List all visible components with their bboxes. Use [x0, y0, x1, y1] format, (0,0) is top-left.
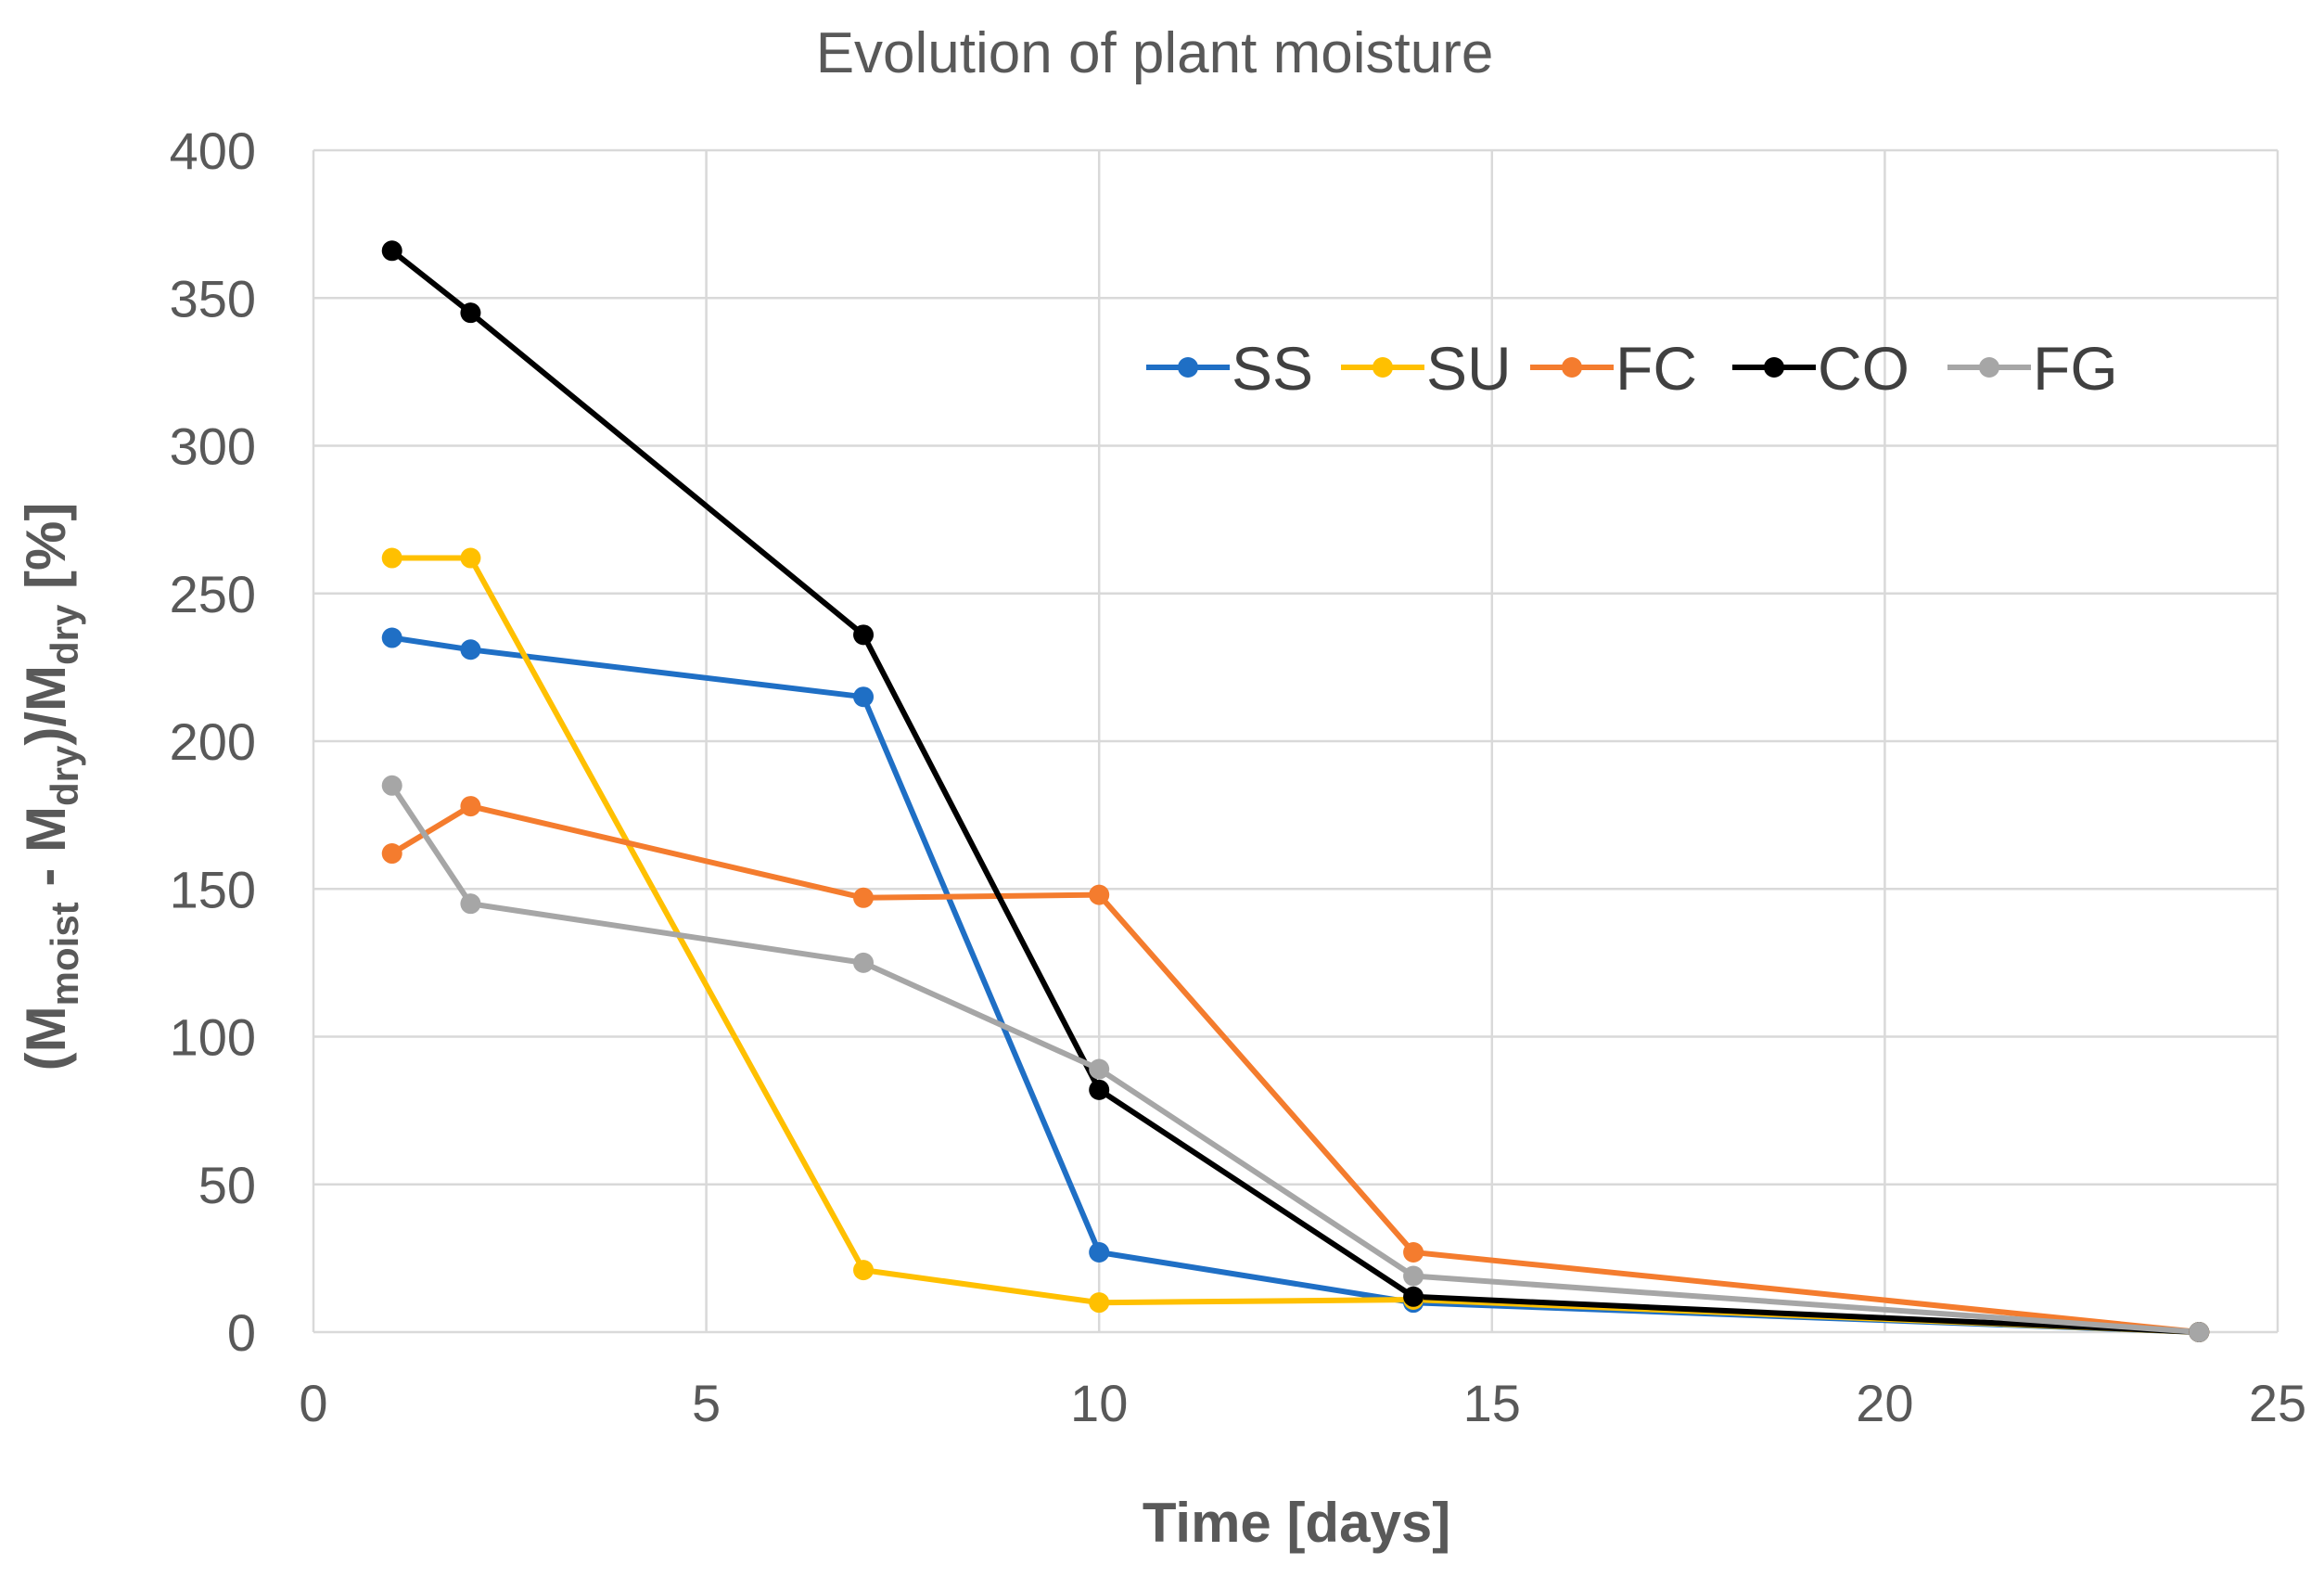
- data-point-co: [853, 624, 875, 646]
- legend: SS SU FC CO FG: [1146, 334, 2118, 403]
- y-axis-title: (Mmoist - Mdry)/Mdry [%]: [15, 503, 86, 1071]
- data-point-fc: [1403, 1242, 1424, 1263]
- y-axis-title-part: - M: [15, 806, 77, 902]
- y-tick-label: 350: [170, 269, 256, 327]
- y-axis-title-part: [%]: [15, 503, 77, 605]
- x-tick-labels: 0 5 10 15 20 25: [299, 1374, 2306, 1432]
- legend-label-ss: SS: [1232, 334, 1313, 403]
- chart-title: Evolution of plant moisture: [816, 21, 1494, 85]
- data-point-co: [381, 240, 402, 262]
- legend-marker-ss: [1178, 357, 1198, 378]
- x-tick-label: 0: [299, 1374, 327, 1432]
- data-point-ss: [853, 686, 875, 708]
- data-point-fg: [1403, 1265, 1424, 1287]
- grid-layer: [312, 148, 2279, 1334]
- y-tick-label: 250: [170, 565, 256, 623]
- y-axis-title-part: (M: [15, 1006, 77, 1071]
- legend-marker-fg: [1979, 357, 1999, 378]
- legend-marker-su: [1373, 357, 1393, 378]
- data-point-fc: [853, 887, 875, 908]
- y-axis-title-subscript: dry: [43, 745, 86, 806]
- y-tick-label: 100: [170, 1008, 256, 1067]
- x-tick-label: 25: [2249, 1374, 2306, 1432]
- x-tick-label: 15: [1463, 1374, 1521, 1432]
- series-line-co: [389, 248, 2203, 1335]
- data-point-su: [460, 547, 481, 569]
- y-tick-label: 400: [170, 122, 256, 180]
- data-point-su: [381, 547, 402, 569]
- data-point-fg: [853, 952, 875, 973]
- data-point-su: [1089, 1292, 1110, 1314]
- series-line-fg: [389, 782, 2203, 1335]
- series-line-fc: [389, 803, 2203, 1335]
- data-point-co: [460, 302, 481, 324]
- x-tick-label: 5: [692, 1374, 721, 1432]
- data-point-fg: [1089, 1058, 1110, 1080]
- y-tick-labels: 0 50 100 150 200 250 300 350 400: [170, 122, 256, 1362]
- data-point-su: [853, 1260, 875, 1281]
- legend-marker-co: [1764, 357, 1784, 378]
- x-tick-label: 10: [1070, 1374, 1128, 1432]
- data-point-ss: [1089, 1242, 1110, 1263]
- y-tick-label: 50: [198, 1156, 256, 1214]
- data-point-fg: [381, 775, 402, 796]
- y-axis-title-subscript: moist: [43, 902, 86, 1006]
- y-axis-title-subscript: dry: [43, 604, 86, 665]
- data-point-co: [1089, 1079, 1110, 1100]
- y-tick-label: 200: [170, 712, 256, 771]
- data-point-fg: [460, 893, 481, 915]
- data-point-co: [1403, 1286, 1424, 1307]
- data-point-ss: [460, 639, 481, 660]
- legend-label-fg: FG: [2033, 334, 2118, 403]
- x-tick-label: 20: [1856, 1374, 1913, 1432]
- y-tick-label: 0: [227, 1303, 256, 1362]
- legend-label-co: CO: [1818, 334, 1909, 403]
- data-point-fg: [2189, 1322, 2210, 1342]
- y-tick-label: 150: [170, 860, 256, 918]
- y-axis-title-part: )/M: [15, 665, 77, 746]
- data-point-fc: [1089, 884, 1110, 905]
- data-point-ss: [381, 627, 402, 648]
- x-axis-title: Time [days]: [1143, 1492, 1450, 1554]
- y-tick-label: 300: [170, 417, 256, 476]
- legend-label-su: SU: [1426, 334, 1512, 403]
- data-point-fc: [381, 843, 402, 865]
- legend-label-fc: FC: [1615, 334, 1697, 403]
- data-point-fc: [460, 796, 481, 817]
- series-layer: [381, 240, 2210, 1342]
- legend-marker-fc: [1562, 357, 1582, 378]
